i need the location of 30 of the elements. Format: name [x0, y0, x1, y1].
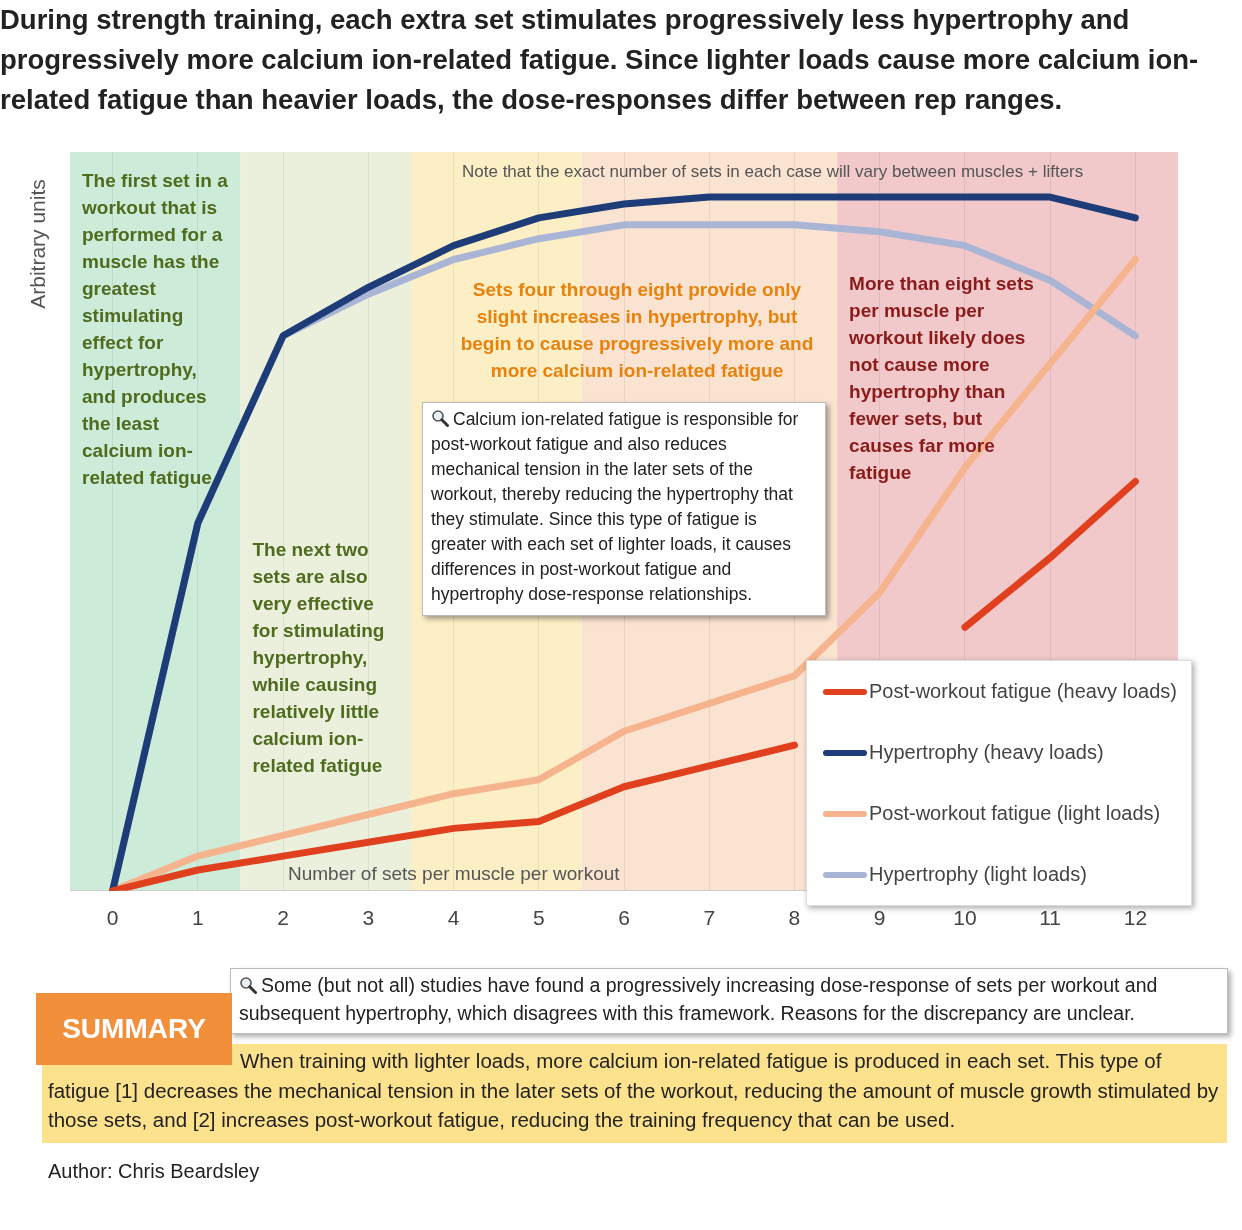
x-tick-label: 0: [106, 906, 119, 930]
text: The first set in a workout that is performed for a muscle has the greatest stimulating effect for hypertrophy, and produces the least calcium ion-related fatigue: [82, 169, 228, 488]
chart-title: During strength training, each extra set stimulates progressively less hypertrophy and progressively more calcium ion-related fatigue. Since lighter loads cause more calcium ion-related fatigue than heavier loads, the dose-responses differ between rep ranges.: [0, 3, 1200, 117]
x-tick-label: 4: [447, 906, 460, 930]
x-tick-label: 3: [362, 906, 375, 930]
legend-label: Hypertrophy (light loads): [869, 863, 1087, 886]
x-tick-label: 6: [618, 906, 630, 930]
legend-label: Post-workout fatigue (light loads): [869, 802, 1161, 825]
x-tick-label: 2: [277, 906, 289, 930]
x-tick-label: 5: [532, 906, 545, 930]
x-axis-title: Number of sets per muscle per workout: [288, 862, 620, 885]
annotation: Sets four through eight provide only slight increases in hypertrophy, but begin to cause progressively more and more calcium ion-related fatigue: [459, 278, 815, 383]
annotation: Calcium ion-related fatigue is responsible for post-workout fatigue and also reduces mechanical tension in the later sets of the workout, thereby reducing the hypertrophy that they stimulate. Since this type of fatigue is greater with each set of lighter loads, it causes differences in post-workout fatigue and hypertrophy dose-response relationships.: [422, 402, 826, 616]
text: SUMMARY: [36, 993, 232, 1065]
x-tick-label: 10: [953, 906, 977, 930]
text: The next two sets are also very effective for stimulating hypertrophy, while causing relatively little calcium ion-related fatigue: [252, 539, 385, 777]
legend-label: Post-workout fatigue (heavy loads): [869, 680, 1177, 703]
x-tick-label: 8: [788, 906, 801, 930]
x-tick-label: 12: [1123, 906, 1148, 930]
text: When training with lighter loads, more calcium ion-related fatigue is produced in each set. This type of fatigue [1] decreases the mechanical tension in the later sets of the workout, reducing the amount of muscle growth stimulated by those sets, and [2] increases post-workout fatigue, reducing the training frequency that can be used.: [42, 1044, 1227, 1143]
legend-label: Hypertrophy (heavy loads): [869, 741, 1104, 764]
x-tick-label: 9: [873, 906, 886, 930]
text: Author: Chris Beardsley: [48, 1160, 260, 1183]
y-axis-title: Arbitrary units: [26, 178, 50, 311]
band-label: More than eight sets per muscle per workout likely does not cause more hypertrophy than fewer sets, but causes far more fatigue: [849, 272, 1035, 486]
x-tick-label: 11: [1039, 906, 1062, 930]
x-tick-label: 7: [703, 906, 716, 930]
text: Note that the exact number of sets in each case will vary between muscles + lifters: [462, 162, 1084, 182]
x-tick-label: 1: [192, 906, 204, 930]
text: Some (but not all) studies have found a progressively increasing dose-response of sets per workout and subsequent hypertrophy, which disagrees with this framework. Reasons for the discrepancy are unclear.: [230, 968, 1228, 1034]
